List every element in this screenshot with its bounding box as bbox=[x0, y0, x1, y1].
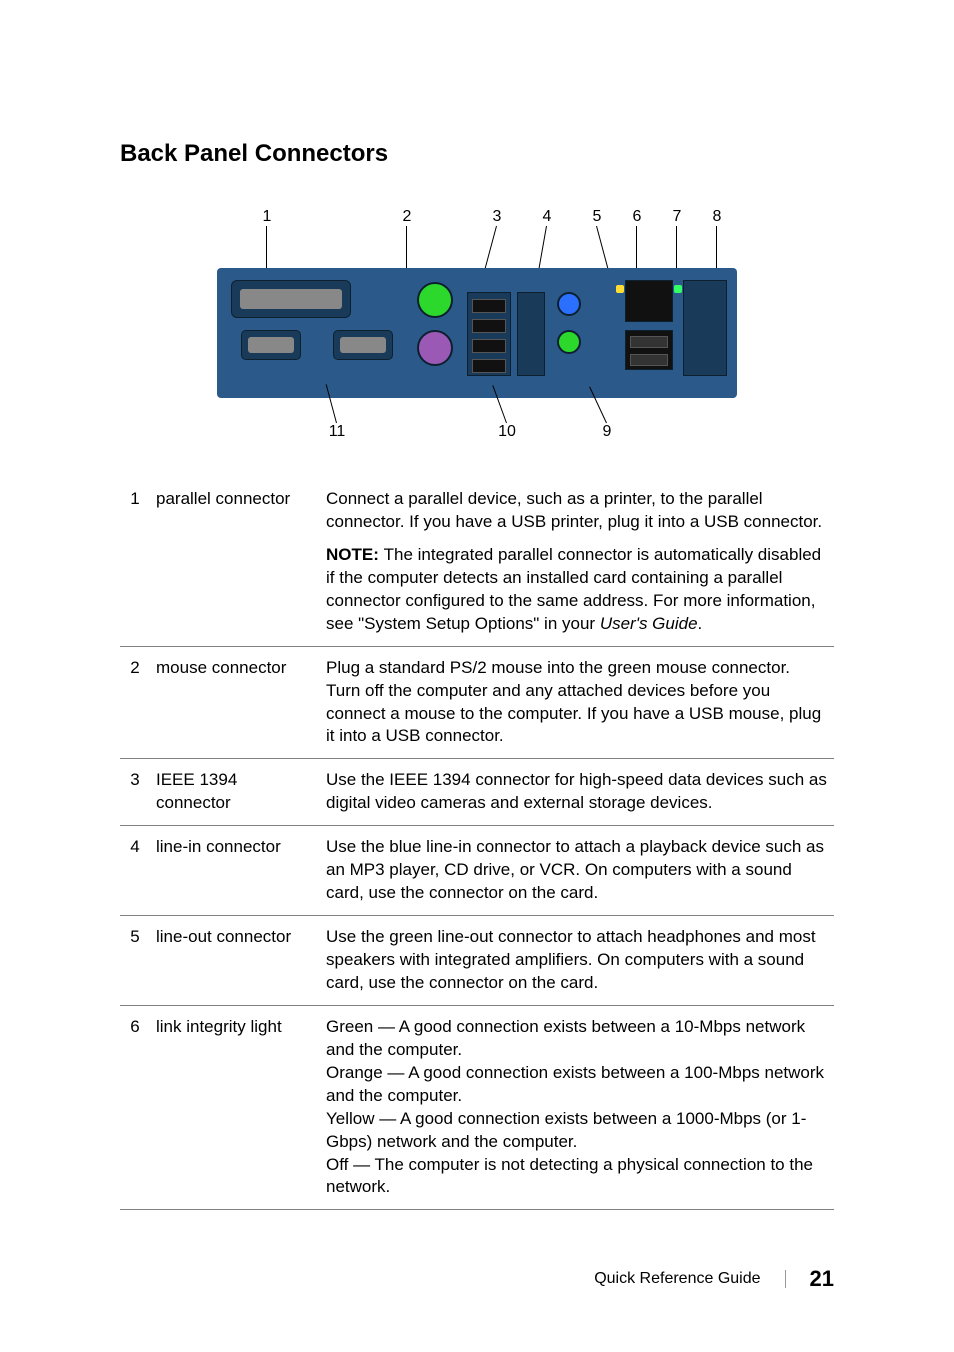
connector-description: Plug a standard PS/2 mouse into the gree… bbox=[320, 646, 834, 759]
connector-description: Use the blue line-in connector to attach… bbox=[320, 826, 834, 916]
connector-name: link integrity light bbox=[150, 1005, 320, 1210]
table-row: 2mouse connectorPlug a standard PS/2 mou… bbox=[120, 646, 834, 759]
serial-port-1-icon bbox=[241, 330, 301, 360]
section-title: Back Panel Connectors bbox=[120, 140, 834, 168]
row-number: 5 bbox=[120, 916, 150, 1006]
connector-description: Connect a parallel device, such as a pri… bbox=[320, 478, 834, 646]
callout-11: 11 bbox=[327, 423, 347, 441]
callout-8: 8 bbox=[707, 208, 727, 226]
row-number: 2 bbox=[120, 646, 150, 759]
serial-port-2-icon bbox=[333, 330, 393, 360]
callout-9: 9 bbox=[597, 423, 617, 441]
ps2-mouse-icon bbox=[417, 282, 453, 318]
connector-name: mouse connector bbox=[150, 646, 320, 759]
ieee1394-icon bbox=[517, 292, 545, 376]
callout-7: 7 bbox=[667, 208, 687, 226]
network-port-icon bbox=[625, 280, 673, 322]
callout-2: 2 bbox=[397, 208, 417, 226]
table-row: 6link integrity lightGreen — A good conn… bbox=[120, 1005, 834, 1210]
connector-description: Use the green line-out connector to atta… bbox=[320, 916, 834, 1006]
table-row: 4line-in connectorUse the blue line-in c… bbox=[120, 826, 834, 916]
usb-block-icon bbox=[467, 292, 511, 376]
row-number: 6 bbox=[120, 1005, 150, 1210]
connector-name: line-in connector bbox=[150, 826, 320, 916]
line-out-jack-icon bbox=[557, 330, 581, 354]
connector-description: Green — A good connection exists between… bbox=[320, 1005, 834, 1210]
callout-3: 3 bbox=[487, 208, 507, 226]
connector-description: Use the IEEE 1394 connector for high-spe… bbox=[320, 759, 834, 826]
footer-divider bbox=[785, 1270, 786, 1288]
footer-page-number: 21 bbox=[810, 1266, 834, 1292]
row-number: 1 bbox=[120, 478, 150, 646]
row-number: 3 bbox=[120, 759, 150, 826]
connector-name: IEEE 1394 connector bbox=[150, 759, 320, 826]
back-panel-diagram: 1 2 3 4 5 6 7 8 bbox=[120, 208, 834, 448]
footer-title: Quick Reference Guide bbox=[594, 1270, 760, 1288]
line-in-jack-icon bbox=[557, 292, 581, 316]
connectors-table: 1parallel connectorConnect a parallel de… bbox=[120, 478, 834, 1210]
parallel-port-icon bbox=[231, 280, 351, 318]
table-row: 5line-out connectorUse the green line-ou… bbox=[120, 916, 834, 1006]
callout-1: 1 bbox=[257, 208, 277, 226]
ps2-keyboard-icon bbox=[417, 330, 453, 366]
page-footer: Quick Reference Guide 21 bbox=[594, 1266, 834, 1292]
connector-panel-graphic bbox=[217, 268, 737, 398]
video-port-icon bbox=[683, 280, 727, 376]
callout-6: 6 bbox=[627, 208, 647, 226]
table-row: 1parallel connectorConnect a parallel de… bbox=[120, 478, 834, 646]
callout-10: 10 bbox=[497, 423, 517, 441]
row-number: 4 bbox=[120, 826, 150, 916]
table-row: 3IEEE 1394 connectorUse the IEEE 1394 co… bbox=[120, 759, 834, 826]
callout-4: 4 bbox=[537, 208, 557, 226]
callout-5: 5 bbox=[587, 208, 607, 226]
connector-name: line-out connector bbox=[150, 916, 320, 1006]
usb-pair-icon bbox=[625, 330, 673, 370]
connector-name: parallel connector bbox=[150, 478, 320, 646]
